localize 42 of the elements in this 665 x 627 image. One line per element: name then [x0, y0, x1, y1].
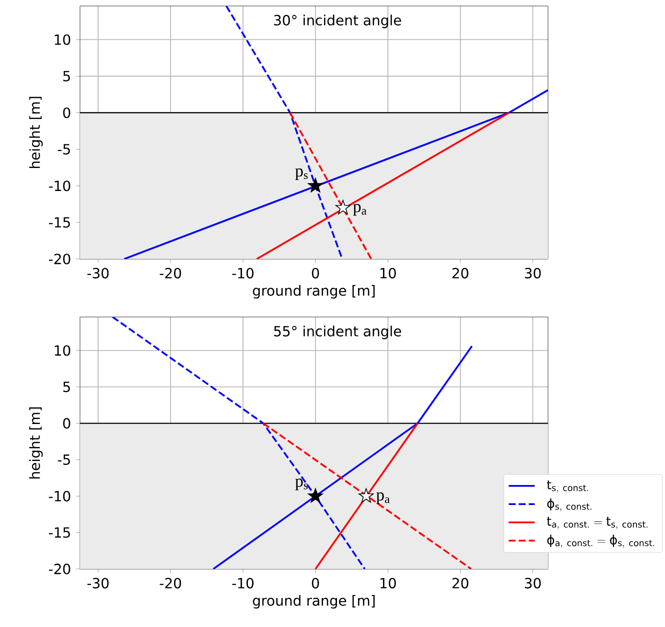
- legend-label: $\mathrm{t}_{\mathrm{a,\ const.}} = \mathrm{t}_{\mathrm{s,\ const.}}$: [546, 516, 648, 530]
- x-tick-label: 0: [312, 578, 319, 588]
- y-tick-label: 0: [63, 107, 70, 118]
- x-tick-label: -20: [160, 268, 182, 278]
- x-axis-title: ground range [m]: [252, 594, 375, 609]
- x-axis-title: ground range [m]: [252, 284, 375, 299]
- y-tick-label: -10: [48, 180, 70, 192]
- y-tick-label: -15: [48, 527, 70, 538]
- x-tick-label: 10: [380, 578, 396, 588]
- legend-label: $\mathrm{t}_{\mathrm{s,\ const.}}$: [546, 480, 588, 493]
- x-tick-label: 0: [312, 268, 319, 278]
- x-tick-label: 20: [452, 578, 468, 588]
- x-tick-label: -20: [160, 578, 182, 588]
- y-tick-label: -5: [58, 144, 70, 155]
- y-tick-label: -5: [58, 454, 70, 465]
- annotation: p$_{s}$: [295, 168, 308, 180]
- y-tick-label: -20: [48, 564, 70, 574]
- annotation: p$_{a}$: [376, 492, 390, 504]
- annotation: p$_{a}$: [353, 204, 366, 216]
- y-tick-label: 5: [63, 70, 70, 82]
- y-tick-label: -15: [48, 217, 70, 228]
- y-tick-label: 0: [63, 418, 70, 429]
- text: 30° incident angle: [274, 14, 402, 28]
- y-axis-title: height [m]: [29, 96, 43, 168]
- x-tick-label: -10: [232, 268, 254, 278]
- y-tick-label: -10: [48, 490, 70, 502]
- y-tick-label: -20: [48, 254, 70, 264]
- x-tick-label: 30: [524, 268, 541, 278]
- x-tick-label: 10: [380, 268, 396, 278]
- annotation: p$_{s}$: [295, 478, 308, 490]
- x-tick-label: -30: [87, 268, 109, 278]
- y-tick-label: 10: [54, 345, 70, 356]
- legend-label: $\mathrm{ϕ}_{\mathrm{a,\ const.}} = \mathrm{ϕ}_{\mathrm{s,\ const.}}$: [547, 534, 654, 548]
- y-axis-title: height [m]: [29, 407, 43, 479]
- y-tick-label: 10: [54, 34, 70, 45]
- x-tick-label: -30: [87, 578, 109, 588]
- text: 55° incident angle: [274, 326, 402, 340]
- y-tick-label: 5: [63, 382, 70, 392]
- legend-label: $\mathrm{ϕ}_{\mathrm{s,\ const.}}$: [547, 498, 592, 512]
- x-tick-label: 30: [524, 578, 541, 588]
- x-tick-label: 20: [452, 268, 468, 278]
- x-tick-label: -10: [232, 578, 254, 588]
